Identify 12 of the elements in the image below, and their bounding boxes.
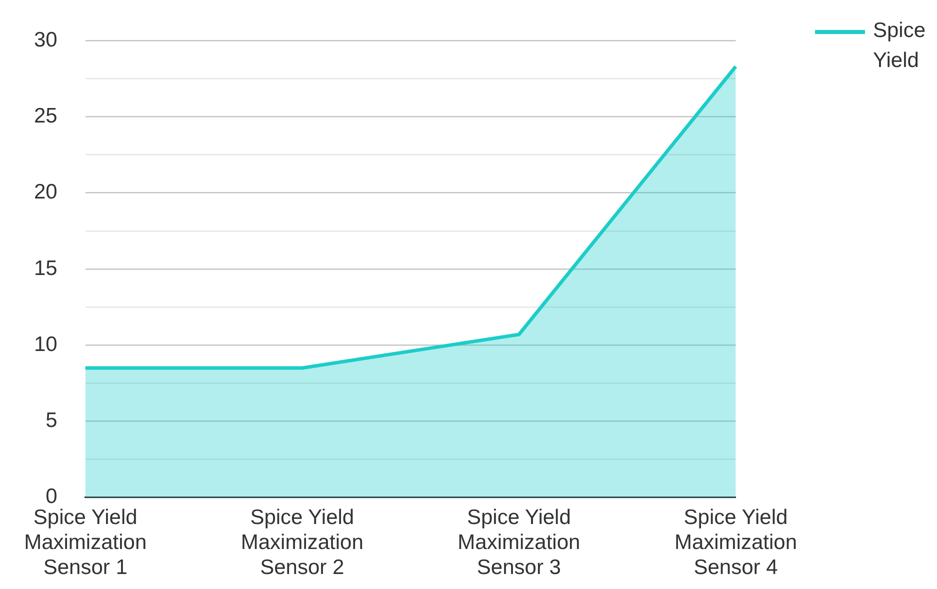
y-tick-label: 5	[46, 409, 58, 432]
legend-label: Spice Yield	[873, 18, 927, 74]
y-tick-label: 20	[34, 180, 58, 204]
y-tick-label: 30	[34, 28, 58, 52]
x-tick-label: Spice Yield Maximization Sensor 4	[674, 506, 798, 580]
x-tick-label: Spice Yield Maximization Sensor 1	[24, 506, 147, 580]
y-tick-label: 10	[34, 332, 58, 356]
x-tick-label: Spice Yield Maximization Sensor 2	[240, 506, 364, 580]
x-tick-label: Spice Yield Maximization Sensor 3	[458, 506, 580, 580]
y-tick-label: 0	[46, 485, 58, 508]
y-tick-label: 15	[34, 256, 58, 280]
y-tick-label: 25	[34, 104, 58, 128]
